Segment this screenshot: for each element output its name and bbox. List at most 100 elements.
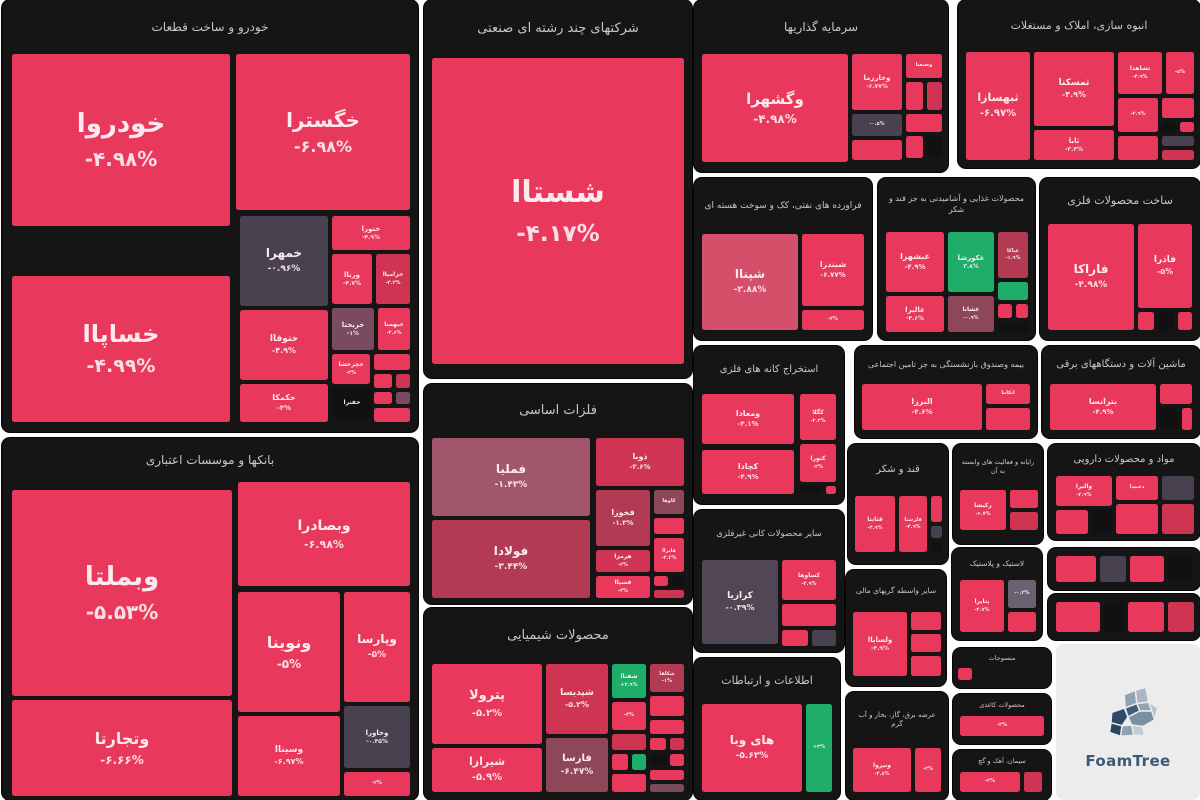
stock-tile-ختوقاا[interactable]: ختوقاا -۴.۹% — [240, 310, 328, 380]
stock-tile[interactable] — [650, 696, 684, 716]
stock-tile[interactable] — [812, 630, 836, 646]
stock-tile[interactable] — [927, 136, 942, 158]
stock-tile-غکورشا[interactable]: غکورشا ۳.۸% — [948, 232, 994, 292]
stock-tile[interactable]: +۳% — [806, 704, 832, 792]
stock-tile-وتجارتا[interactable]: وتجارتا -۶.۶۶% — [12, 700, 232, 796]
stock-tile[interactable] — [374, 408, 410, 422]
stock-tile[interactable]: -۵% — [1166, 52, 1194, 94]
stock-tile-وصنعتا[interactable]: وصنعتا — [906, 54, 942, 78]
stock-tile[interactable] — [911, 634, 941, 652]
stock-tile-کرازیا[interactable]: کرازیا -۰.۳۹% — [702, 560, 778, 644]
stock-tile[interactable] — [1116, 504, 1158, 534]
stock-tile[interactable] — [958, 668, 972, 680]
stock-tile-وبصادرا[interactable]: وبصادرا -۶.۹۸% — [238, 482, 410, 586]
stock-tile-خچرخشا[interactable]: خچرخشا -۳% — [332, 354, 370, 384]
stock-tile[interactable] — [931, 542, 942, 552]
stock-tile[interactable] — [612, 734, 646, 750]
stock-tile-شستاا[interactable]: شستاا -۴.۱۷% — [432, 58, 684, 364]
stock-tile-فولادا[interactable]: فولادا -۳.۴۴% — [432, 520, 590, 598]
stock-tile-فملیا[interactable]: فملیا -۱.۴۳% — [432, 438, 590, 516]
stock-tile[interactable] — [1162, 136, 1194, 146]
stock-tile[interactable]: -۰.۵% — [852, 114, 902, 136]
stock-tile-وخارزما[interactable]: وخارزما -۶.۷۷% — [852, 54, 902, 110]
stock-tile[interactable] — [782, 604, 836, 626]
stock-tile-شکلفا[interactable]: شکلفا -۱% — [650, 664, 684, 692]
stock-tile[interactable] — [654, 518, 684, 534]
stock-tile[interactable] — [1168, 602, 1194, 632]
stock-tile[interactable] — [1162, 150, 1194, 160]
stock-tile-های وبا[interactable]: های وبا -۵.۶۳% — [702, 704, 802, 792]
stock-tile-ذوبا[interactable]: ذوبا -۳.۶% — [596, 438, 684, 486]
stock-tile[interactable] — [650, 784, 684, 792]
stock-tile-کچادا[interactable]: کچادا -۴.۹% — [702, 450, 794, 494]
stock-tile[interactable]: -۴% — [802, 310, 864, 330]
stock-tile[interactable] — [1168, 556, 1192, 582]
stock-tile[interactable] — [906, 114, 942, 132]
stock-tile-ثمسکنا[interactable]: ثمسکنا -۴.۹% — [1034, 52, 1114, 126]
stock-tile[interactable] — [998, 282, 1028, 300]
stock-tile[interactable] — [632, 754, 646, 770]
stock-tile[interactable] — [650, 770, 684, 780]
stock-tile[interactable] — [612, 774, 646, 792]
stock-tile[interactable] — [670, 738, 684, 750]
stock-tile-ورناا[interactable]: ورناا -۴.۷% — [332, 254, 372, 304]
stock-tile-خساپاا[interactable]: خساپاا -۴.۹۹% — [12, 276, 230, 422]
stock-tile-فاراکا[interactable]: فاراکا -۴.۹۸% — [1048, 224, 1134, 330]
stock-tile[interactable] — [931, 526, 942, 538]
stock-tile-فسپاا[interactable]: فسپاا -۴% — [596, 576, 650, 598]
stock-tile[interactable] — [1056, 556, 1096, 582]
stock-tile[interactable] — [927, 82, 942, 110]
stock-tile[interactable] — [931, 496, 942, 522]
stock-tile[interactable] — [1128, 602, 1164, 632]
stock-tile[interactable] — [654, 590, 684, 598]
foamtree-attribution[interactable]: FoamTree — [1056, 644, 1200, 800]
stock-tile[interactable] — [911, 656, 941, 676]
stock-tile-وخاورا[interactable]: وخاورا -۰.۴۵% — [344, 706, 410, 768]
stock-tile-غشانا[interactable]: غشانا -۰.۹% — [948, 296, 994, 332]
stock-tile[interactable] — [374, 374, 392, 388]
stock-tile-فایراا[interactable]: فایراا -۴.۲% — [654, 538, 684, 572]
stock-tile[interactable]: -۲% — [960, 772, 1020, 792]
stock-tile[interactable] — [1180, 122, 1194, 132]
stock-tile-البرزا[interactable]: البرزا -۴.۶% — [862, 384, 982, 430]
stock-tile-پترولا[interactable]: پترولا -۵.۲% — [432, 664, 542, 744]
stock-tile[interactable] — [1162, 504, 1194, 534]
stock-tile[interactable] — [1138, 312, 1154, 330]
stock-tile[interactable]: -۰.۲% — [1008, 580, 1036, 608]
stock-tile-خبهمنا[interactable]: خبهمنا -۴.۶% — [378, 308, 410, 350]
stock-tile[interactable]: -۳% — [960, 716, 1044, 736]
stock-tile[interactable] — [782, 630, 808, 646]
stock-tile[interactable] — [1056, 510, 1088, 534]
stock-tile[interactable] — [650, 720, 684, 734]
stock-tile-غالبرا[interactable]: غالبرا -۴.۶% — [886, 296, 944, 332]
stock-tile[interactable] — [986, 408, 1030, 430]
stock-tile-فارسا[interactable]: فارسا -۶.۴۷% — [546, 738, 608, 792]
stock-tile[interactable] — [1092, 510, 1112, 534]
stock-tile-ثبهسازا[interactable]: ثبهسازا -۶.۹۷% — [966, 52, 1030, 160]
stock-tile-کگلا[interactable]: کگلا -۲.۳% — [800, 394, 836, 440]
stock-tile-پتایرا[interactable]: پتایرا -۴.۷% — [960, 580, 1004, 632]
stock-tile-خمهرا[interactable]: خمهرا -۰.۹۶% — [240, 216, 328, 306]
stock-tile[interactable] — [1162, 122, 1176, 132]
stock-tile[interactable] — [911, 612, 941, 630]
stock-tile[interactable] — [1008, 612, 1036, 632]
stock-tile-شپدیسا[interactable]: شپدیسا -۵.۲% — [546, 664, 608, 734]
stock-tile[interactable] — [650, 754, 666, 766]
stock-tile[interactable] — [1010, 512, 1038, 530]
stock-tile[interactable] — [826, 486, 836, 494]
stock-tile[interactable] — [906, 136, 923, 158]
stock-tile-خگسترا[interactable]: خگسترا -۶.۹۸% — [236, 54, 410, 210]
stock-tile[interactable] — [612, 754, 628, 770]
stock-tile-وپارسا[interactable]: وپارسا -۵% — [344, 592, 410, 702]
stock-tile-کنورا[interactable]: کنورا -۳% — [800, 444, 836, 482]
stock-tile-قثابتا[interactable]: قثابتا -۴.۹% — [855, 496, 895, 552]
stock-tile-وبملتا[interactable]: وبملتا -۵.۵۳% — [12, 490, 232, 696]
stock-tile[interactable] — [1056, 602, 1100, 632]
stock-tile-اتکاما[interactable]: اتکاما — [986, 384, 1030, 404]
stock-tile[interactable] — [998, 322, 1028, 332]
stock-tile-شفناا[interactable]: شفناا +۲.۹% — [612, 664, 646, 698]
stock-tile[interactable] — [1162, 98, 1194, 118]
stock-tile-غپاکا[interactable]: غپاکا -۱.۹% — [998, 232, 1028, 278]
stock-tile[interactable] — [906, 82, 923, 110]
stock-tile[interactable] — [1104, 602, 1124, 632]
